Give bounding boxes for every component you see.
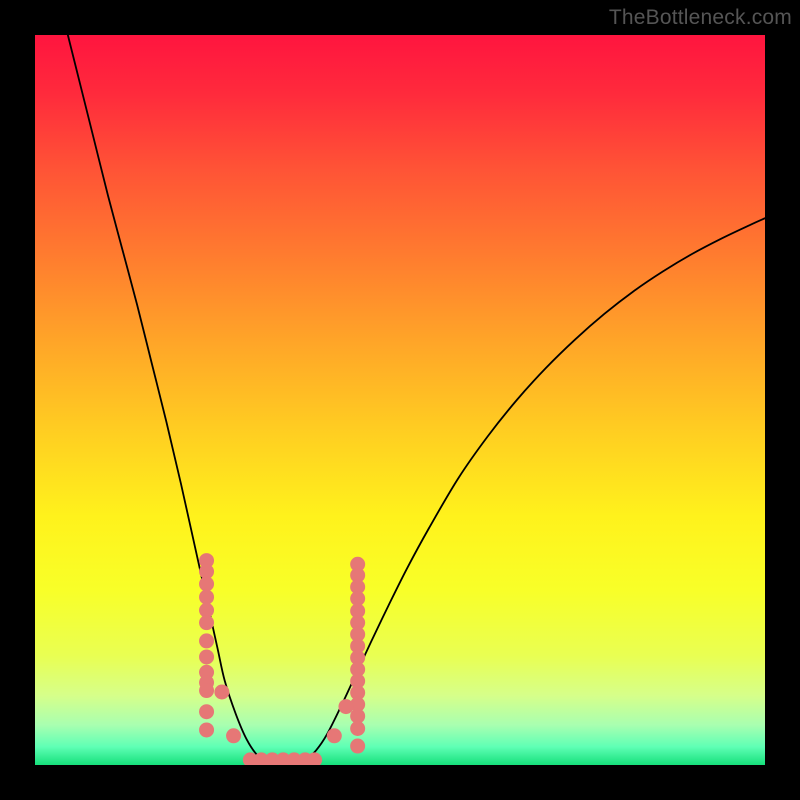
data-marker — [199, 704, 214, 719]
chart-frame: TheBottleneck.com — [0, 0, 800, 800]
bottleneck-curve — [68, 35, 765, 765]
data-marker — [199, 590, 214, 605]
data-marker — [199, 615, 214, 630]
data-marker — [350, 721, 365, 736]
data-marker — [327, 728, 342, 743]
data-marker — [350, 739, 365, 754]
plot-area — [35, 35, 765, 765]
data-marker — [199, 633, 214, 648]
watermark-text: TheBottleneck.com — [609, 6, 792, 30]
data-marker — [214, 685, 229, 700]
data-marker — [199, 683, 214, 698]
curve-layer — [35, 35, 765, 765]
data-marker — [199, 649, 214, 664]
data-marker — [226, 728, 241, 743]
data-marker — [199, 576, 214, 591]
data-marker — [338, 699, 353, 714]
marker-group — [199, 553, 365, 765]
data-marker — [199, 722, 214, 737]
